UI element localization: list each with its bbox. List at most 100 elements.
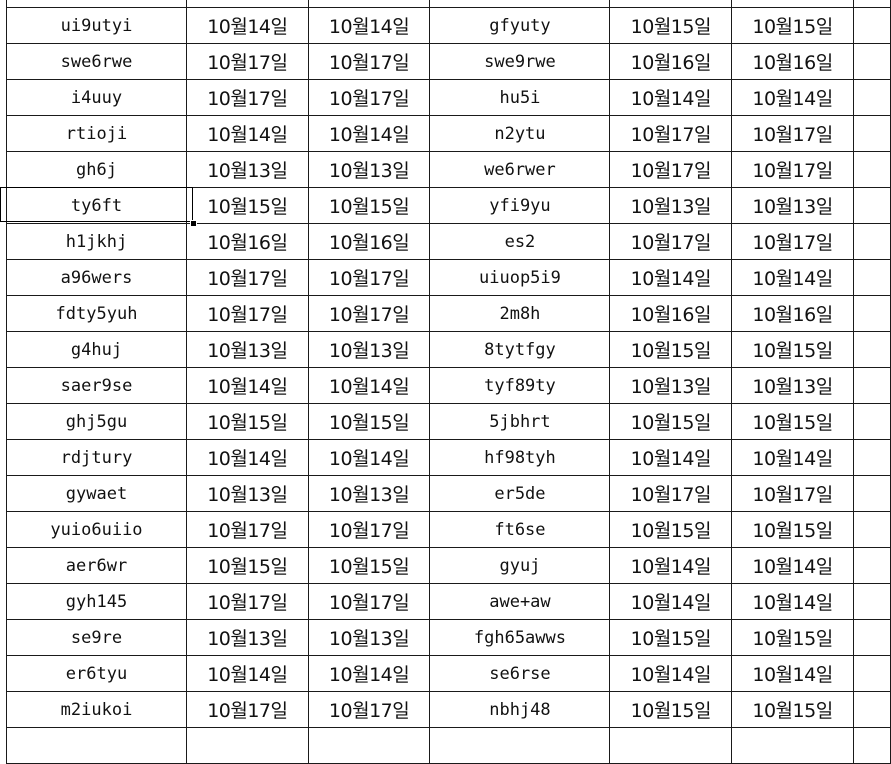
cell-date-b[interactable]: 10월17일 [731, 223, 854, 260]
cell-id[interactable]: gywaet [6, 475, 187, 512]
cell-date-a[interactable]: 10월17일 [609, 223, 733, 260]
cell-date-b[interactable]: 10월16일 [731, 295, 854, 332]
cell-id[interactable]: es2 [429, 223, 611, 260]
cell-date-a[interactable]: 10월13일 [609, 367, 733, 404]
cell-date-b[interactable]: 10월17일 [731, 475, 854, 512]
cell-date-b[interactable]: 10월15일 [307, 403, 431, 440]
cell-id[interactable]: aer6wr [6, 547, 187, 584]
cell-date-b[interactable]: 10월13일 [307, 475, 431, 512]
cell-id[interactable]: m2iukoi [6, 691, 187, 728]
cell-date-a[interactable]: 10월14일 [609, 583, 733, 620]
cell-date-a[interactable]: 10월15일 [185, 403, 309, 440]
cell-id[interactable]: fgh65awws [429, 619, 611, 656]
cell-date-b[interactable]: 10월15일 [731, 331, 854, 368]
empty-cell[interactable] [609, 727, 733, 764]
cell-date-a[interactable]: 10월15일 [609, 403, 733, 440]
empty-cell[interactable] [852, 367, 891, 404]
cell-date-a[interactable]: 10월17일 [185, 43, 309, 80]
empty-cell[interactable] [852, 547, 891, 584]
cell-date-b[interactable]: 10월17일 [307, 79, 431, 116]
cell-id[interactable]: h1jkhj [6, 223, 187, 260]
cell-date-b[interactable]: 10월15일 [731, 403, 854, 440]
cell-id[interactable]: ty6ft [6, 187, 187, 224]
empty-cell[interactable] [852, 0, 891, 8]
empty-cell[interactable] [852, 79, 891, 116]
cell-date-a[interactable]: 10월17일 [185, 259, 309, 296]
empty-cell[interactable] [185, 0, 309, 8]
cell-date-b[interactable]: 10월17일 [307, 295, 431, 332]
cell-id[interactable]: se9re [6, 619, 187, 656]
cell-date-a[interactable]: 10월17일 [609, 151, 733, 188]
empty-cell[interactable] [731, 727, 854, 764]
cell-date-a[interactable]: 10월15일 [609, 331, 733, 368]
cell-date-a[interactable]: 10월16일 [609, 295, 733, 332]
cell-date-b[interactable]: 10월15일 [307, 187, 431, 224]
cell-id[interactable]: a96wers [6, 259, 187, 296]
cell-date-b[interactable]: 10월16일 [731, 43, 854, 80]
cell-id[interactable]: saer9se [6, 367, 187, 404]
cell-date-b[interactable]: 10월14일 [307, 655, 431, 692]
empty-cell[interactable] [852, 727, 891, 764]
empty-cell[interactable] [852, 655, 891, 692]
cell-id[interactable]: 5jbhrt [429, 403, 611, 440]
cell-date-b[interactable]: 10월15일 [731, 619, 854, 656]
cell-date-a[interactable]: 10월14일 [609, 79, 733, 116]
cell-date-b[interactable]: 10월13일 [307, 151, 431, 188]
cell-id[interactable]: ui9utyi [6, 7, 187, 44]
cell-id[interactable]: fdty5yuh [6, 295, 187, 332]
cell-date-b[interactable]: 10월14일 [307, 7, 431, 44]
cell-date-b[interactable]: 10월13일 [307, 619, 431, 656]
cell-date-a[interactable]: 10월14일 [185, 7, 309, 44]
empty-cell[interactable] [852, 475, 891, 512]
cell-id[interactable]: rtioji [6, 115, 187, 152]
empty-cell[interactable] [307, 0, 431, 8]
cell-id[interactable]: gfyuty [429, 7, 611, 44]
cell-date-a[interactable]: 10월17일 [185, 691, 309, 728]
empty-cell[interactable] [852, 511, 891, 548]
cell-date-a[interactable]: 10월14일 [185, 439, 309, 476]
empty-cell[interactable] [429, 727, 611, 764]
empty-cell[interactable] [852, 43, 891, 80]
cell-date-b[interactable]: 10월13일 [731, 367, 854, 404]
cell-date-b[interactable]: 10월14일 [731, 547, 854, 584]
cell-date-b[interactable]: 10월14일 [307, 367, 431, 404]
cell-date-b[interactable]: 10월14일 [731, 259, 854, 296]
empty-cell[interactable] [852, 331, 891, 368]
cell-date-a[interactable]: 10월15일 [185, 547, 309, 584]
cell-date-a[interactable]: 10월17일 [185, 79, 309, 116]
cell-id[interactable]: i4uuy [6, 79, 187, 116]
cell-date-b[interactable]: 10월17일 [731, 115, 854, 152]
cell-id[interactable]: gyuj [429, 547, 611, 584]
empty-cell[interactable] [852, 583, 891, 620]
cell-id[interactable]: nbhj48 [429, 691, 611, 728]
cell-date-a[interactable]: 10월15일 [609, 7, 733, 44]
fill-handle[interactable] [190, 220, 197, 227]
cell-date-a[interactable]: 10월14일 [609, 547, 733, 584]
cell-date-a[interactable]: 10월15일 [609, 691, 733, 728]
cell-date-a[interactable]: 10월13일 [185, 151, 309, 188]
cell-id[interactable]: rdjtury [6, 439, 187, 476]
cell-date-b[interactable]: 10월17일 [731, 151, 854, 188]
cell-date-b[interactable]: 10월17일 [307, 583, 431, 620]
cell-date-b[interactable]: 10월14일 [731, 583, 854, 620]
cell-id[interactable]: ghj5gu [6, 403, 187, 440]
cell-date-b[interactable]: 10월15일 [731, 7, 854, 44]
cell-date-a[interactable]: 10월17일 [185, 295, 309, 332]
cell-date-a[interactable]: 10월17일 [609, 475, 733, 512]
cell-date-b[interactable]: 10월17일 [307, 511, 431, 548]
cell-date-a[interactable]: 10월15일 [185, 187, 309, 224]
cell-date-a[interactable]: 10월14일 [609, 259, 733, 296]
cell-id[interactable]: hu5i [429, 79, 611, 116]
cell-id[interactable]: awe+aw [429, 583, 611, 620]
cell-date-b[interactable]: 10월16일 [307, 223, 431, 260]
cell-id[interactable]: 2m8h [429, 295, 611, 332]
cell-date-b[interactable]: 10월14일 [307, 439, 431, 476]
empty-cell[interactable] [6, 727, 187, 764]
empty-cell[interactable] [852, 223, 891, 260]
empty-cell[interactable] [852, 187, 891, 224]
empty-cell[interactable] [6, 0, 187, 8]
cell-date-a[interactable]: 10월16일 [185, 223, 309, 260]
empty-cell[interactable] [429, 0, 611, 8]
cell-date-a[interactable]: 10월14일 [185, 115, 309, 152]
cell-date-a[interactable]: 10월13일 [609, 187, 733, 224]
